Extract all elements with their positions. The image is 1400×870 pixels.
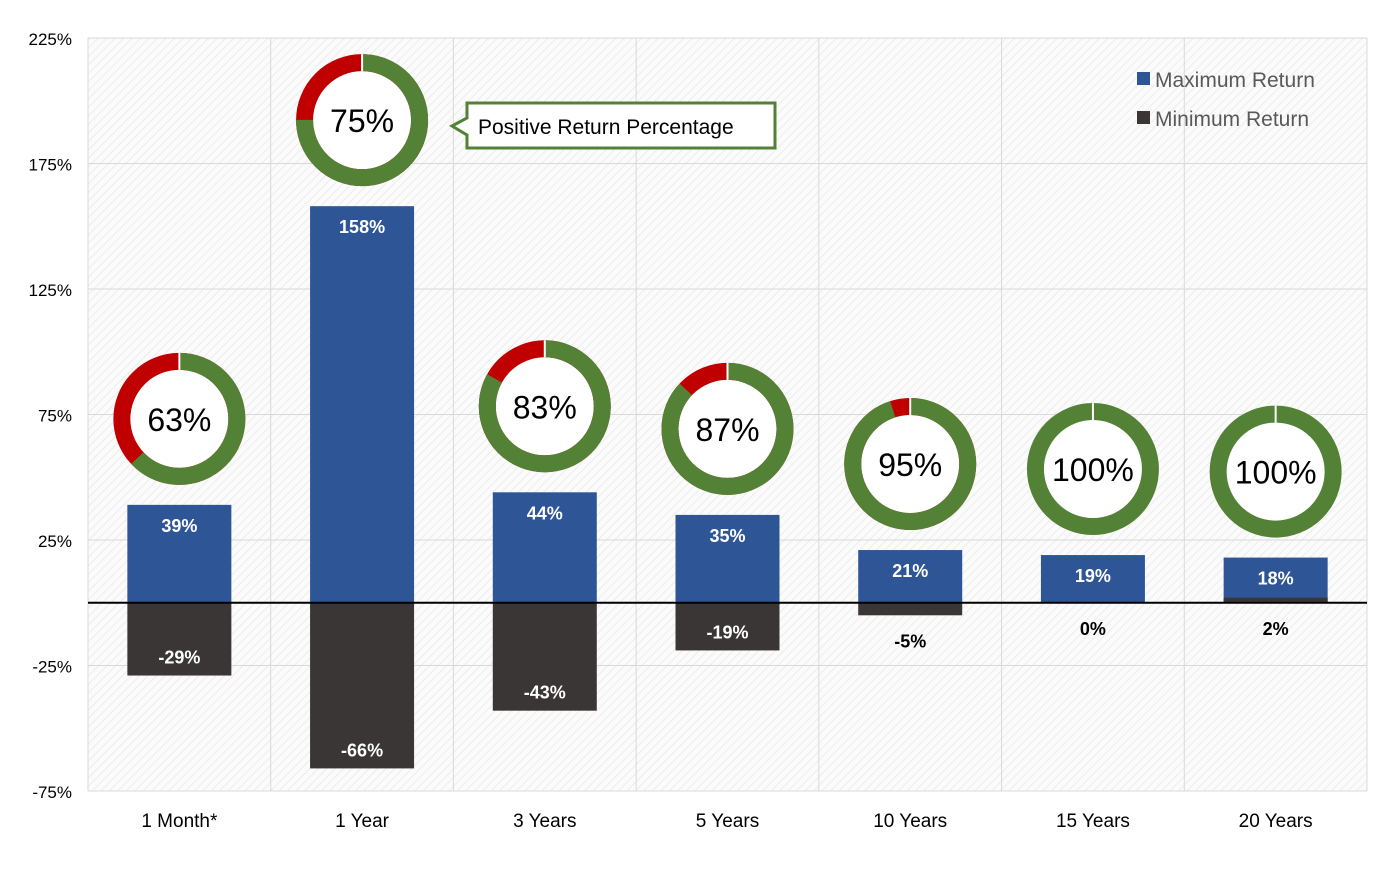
x-tick-label: 1 Month* xyxy=(141,811,218,832)
legend-swatch xyxy=(1137,111,1150,124)
donut-label: 95% xyxy=(878,447,942,483)
bar-maximum-return xyxy=(1223,557,1328,603)
donut-background xyxy=(113,352,246,485)
x-tick-label: 15 Years xyxy=(1056,811,1130,832)
donut-label: 87% xyxy=(695,412,759,448)
data-label-minimum: -5% xyxy=(894,631,926,651)
bar-minimum-return xyxy=(127,602,232,676)
legend: Maximum Return Minimum Return xyxy=(1137,69,1315,131)
donut-label: 100% xyxy=(1235,455,1317,491)
y-tick-label: 175% xyxy=(29,156,72,175)
donut-background xyxy=(1026,403,1159,536)
legend-label: Minimum Return xyxy=(1155,108,1309,131)
annotation-text: Positive Return Percentage xyxy=(478,116,734,139)
data-label-maximum: 35% xyxy=(709,526,745,546)
bar-maximum-return xyxy=(675,514,780,603)
donut-background xyxy=(661,362,794,495)
data-label-minimum: -29% xyxy=(158,648,200,668)
donut-background xyxy=(296,54,429,187)
donut-label: 63% xyxy=(147,402,211,438)
bar-minimum-return xyxy=(858,602,963,616)
donut-background xyxy=(478,340,611,473)
bars: 39% 158% 44% 35% 21% 19% 18% -29% -66% -43% -19% -5… xyxy=(127,206,1328,769)
legend-item-minimum: Minimum Return xyxy=(1137,108,1309,131)
bar-minimum-return xyxy=(310,602,415,769)
donut-chart: 63% xyxy=(113,352,246,485)
bar-maximum-return xyxy=(310,206,415,603)
bar-maximum-return xyxy=(1040,555,1145,603)
donut-chart: 87% xyxy=(661,362,794,495)
legend-label: Maximum Return xyxy=(1155,69,1315,92)
y-axis: -75% -25% 25% 75% 125% 175% 225% xyxy=(29,30,72,802)
donut-background xyxy=(844,398,977,531)
donut-chart: 95% xyxy=(844,398,977,531)
data-label-maximum: 18% xyxy=(1258,569,1294,589)
data-label-maximum: 19% xyxy=(1075,566,1111,586)
data-label-minimum: -43% xyxy=(524,683,566,703)
donut-label: 83% xyxy=(513,389,577,425)
y-tick-label: -75% xyxy=(32,783,72,802)
x-tick-label: 10 Years xyxy=(873,811,947,832)
bar-minimum-return xyxy=(1223,597,1328,603)
donut-label: 75% xyxy=(330,103,394,139)
annotation-box xyxy=(448,101,777,150)
y-tick-label: 25% xyxy=(38,532,72,551)
legend-item-maximum: Maximum Return xyxy=(1137,69,1315,92)
donut-chart: 100% xyxy=(1026,403,1159,536)
x-tick-label: 1 Year xyxy=(335,811,390,832)
y-tick-label: 75% xyxy=(38,407,72,426)
bar-maximum-return xyxy=(492,492,597,603)
x-axis: 1 Month* 1 Year 3 Years 5 Years 10 Years 15 Y… xyxy=(141,811,1312,832)
bar-maximum-return xyxy=(858,550,963,603)
x-tick-label: 20 Years xyxy=(1239,811,1313,832)
data-label-minimum: 2% xyxy=(1263,619,1289,639)
data-label-maximum: 39% xyxy=(161,516,197,536)
data-label-minimum: -66% xyxy=(341,740,383,760)
legend-swatch xyxy=(1137,72,1150,85)
donut-chart: 83% xyxy=(478,340,611,473)
bar-maximum-return xyxy=(127,504,232,603)
data-label-maximum: 44% xyxy=(527,503,563,523)
bar-minimum-return xyxy=(675,602,780,651)
data-label-maximum: 21% xyxy=(892,561,928,581)
donut-chart: 100% xyxy=(1209,405,1342,538)
data-label-minimum: 0% xyxy=(1080,619,1106,639)
donut-background xyxy=(1209,405,1342,538)
x-tick-label: 3 Years xyxy=(513,811,576,832)
positive-return-donuts: 63% 75% 83% 87% 95% 100% 100% xyxy=(113,54,1342,538)
data-label-minimum: -19% xyxy=(706,622,748,642)
donut-positive-segment xyxy=(844,398,977,531)
x-tick-label: 5 Years xyxy=(696,811,759,832)
y-tick-label: 225% xyxy=(29,30,72,49)
data-label-maximum: 158% xyxy=(339,217,385,237)
donut-chart: 75% xyxy=(296,54,429,187)
bar-minimum-return xyxy=(492,602,597,711)
annotation-callout: Positive Return Percentage xyxy=(448,101,777,150)
y-tick-label: -25% xyxy=(32,658,72,677)
donut-label: 100% xyxy=(1052,452,1134,488)
y-tick-label: 125% xyxy=(29,281,72,300)
